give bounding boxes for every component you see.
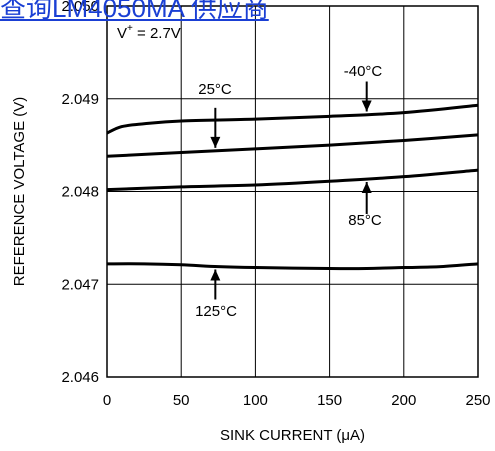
annotations: 25°C -40°C 85°C 125°C — [195, 63, 382, 320]
plot-frame — [106, 5, 479, 378]
x-tick-label: 0 — [103, 392, 111, 409]
y-tick-label: 2.046 — [61, 369, 99, 386]
y-tick-label: 2.049 — [61, 91, 99, 108]
annotation-arrowhead — [210, 136, 221, 148]
series-line — [106, 262, 479, 271]
x-tick-label: 100 — [243, 392, 268, 409]
y-tick-labels: 2.046 2.047 2.048 2.049 2.050 — [61, 0, 99, 386]
x-axis-label: SINK CURRENT (μA) — [220, 427, 365, 444]
series-line — [106, 168, 479, 192]
supplier-link[interactable]: 查询LM4050MA 供应商 — [0, 0, 269, 23]
x-tick-labels: 0 50 100 150 200 250 — [103, 392, 491, 409]
annotation-label: 25°C — [198, 81, 232, 98]
x-tick-label: 200 — [391, 392, 416, 409]
annotation-arrowhead — [361, 100, 372, 112]
y-tick-label: 2.047 — [61, 276, 99, 293]
condition-prefix: V — [117, 25, 127, 42]
condition-value: = 2.7V — [133, 25, 181, 42]
series-lines — [106, 103, 479, 271]
series-line — [106, 133, 479, 158]
x-tick-label: 150 — [317, 392, 342, 409]
series-line — [106, 103, 479, 135]
x-tick-label: 250 — [465, 392, 490, 409]
x-tick-label: 50 — [173, 392, 190, 409]
condition-label: V+ = 2.7V — [117, 23, 181, 42]
grid — [107, 6, 478, 377]
annotation-arrowhead — [361, 181, 372, 193]
annotation-label: 85°C — [348, 212, 382, 229]
condition-superscript: + — [127, 23, 133, 34]
annotation-arrowhead — [210, 269, 221, 281]
annotation-label: -40°C — [344, 63, 383, 80]
y-axis-label: REFERENCE VOLTAGE (V) — [11, 97, 28, 286]
y-tick-label: 2.050 — [61, 0, 99, 15]
annotation-label: 125°C — [195, 303, 237, 320]
y-tick-label: 2.048 — [61, 184, 99, 201]
